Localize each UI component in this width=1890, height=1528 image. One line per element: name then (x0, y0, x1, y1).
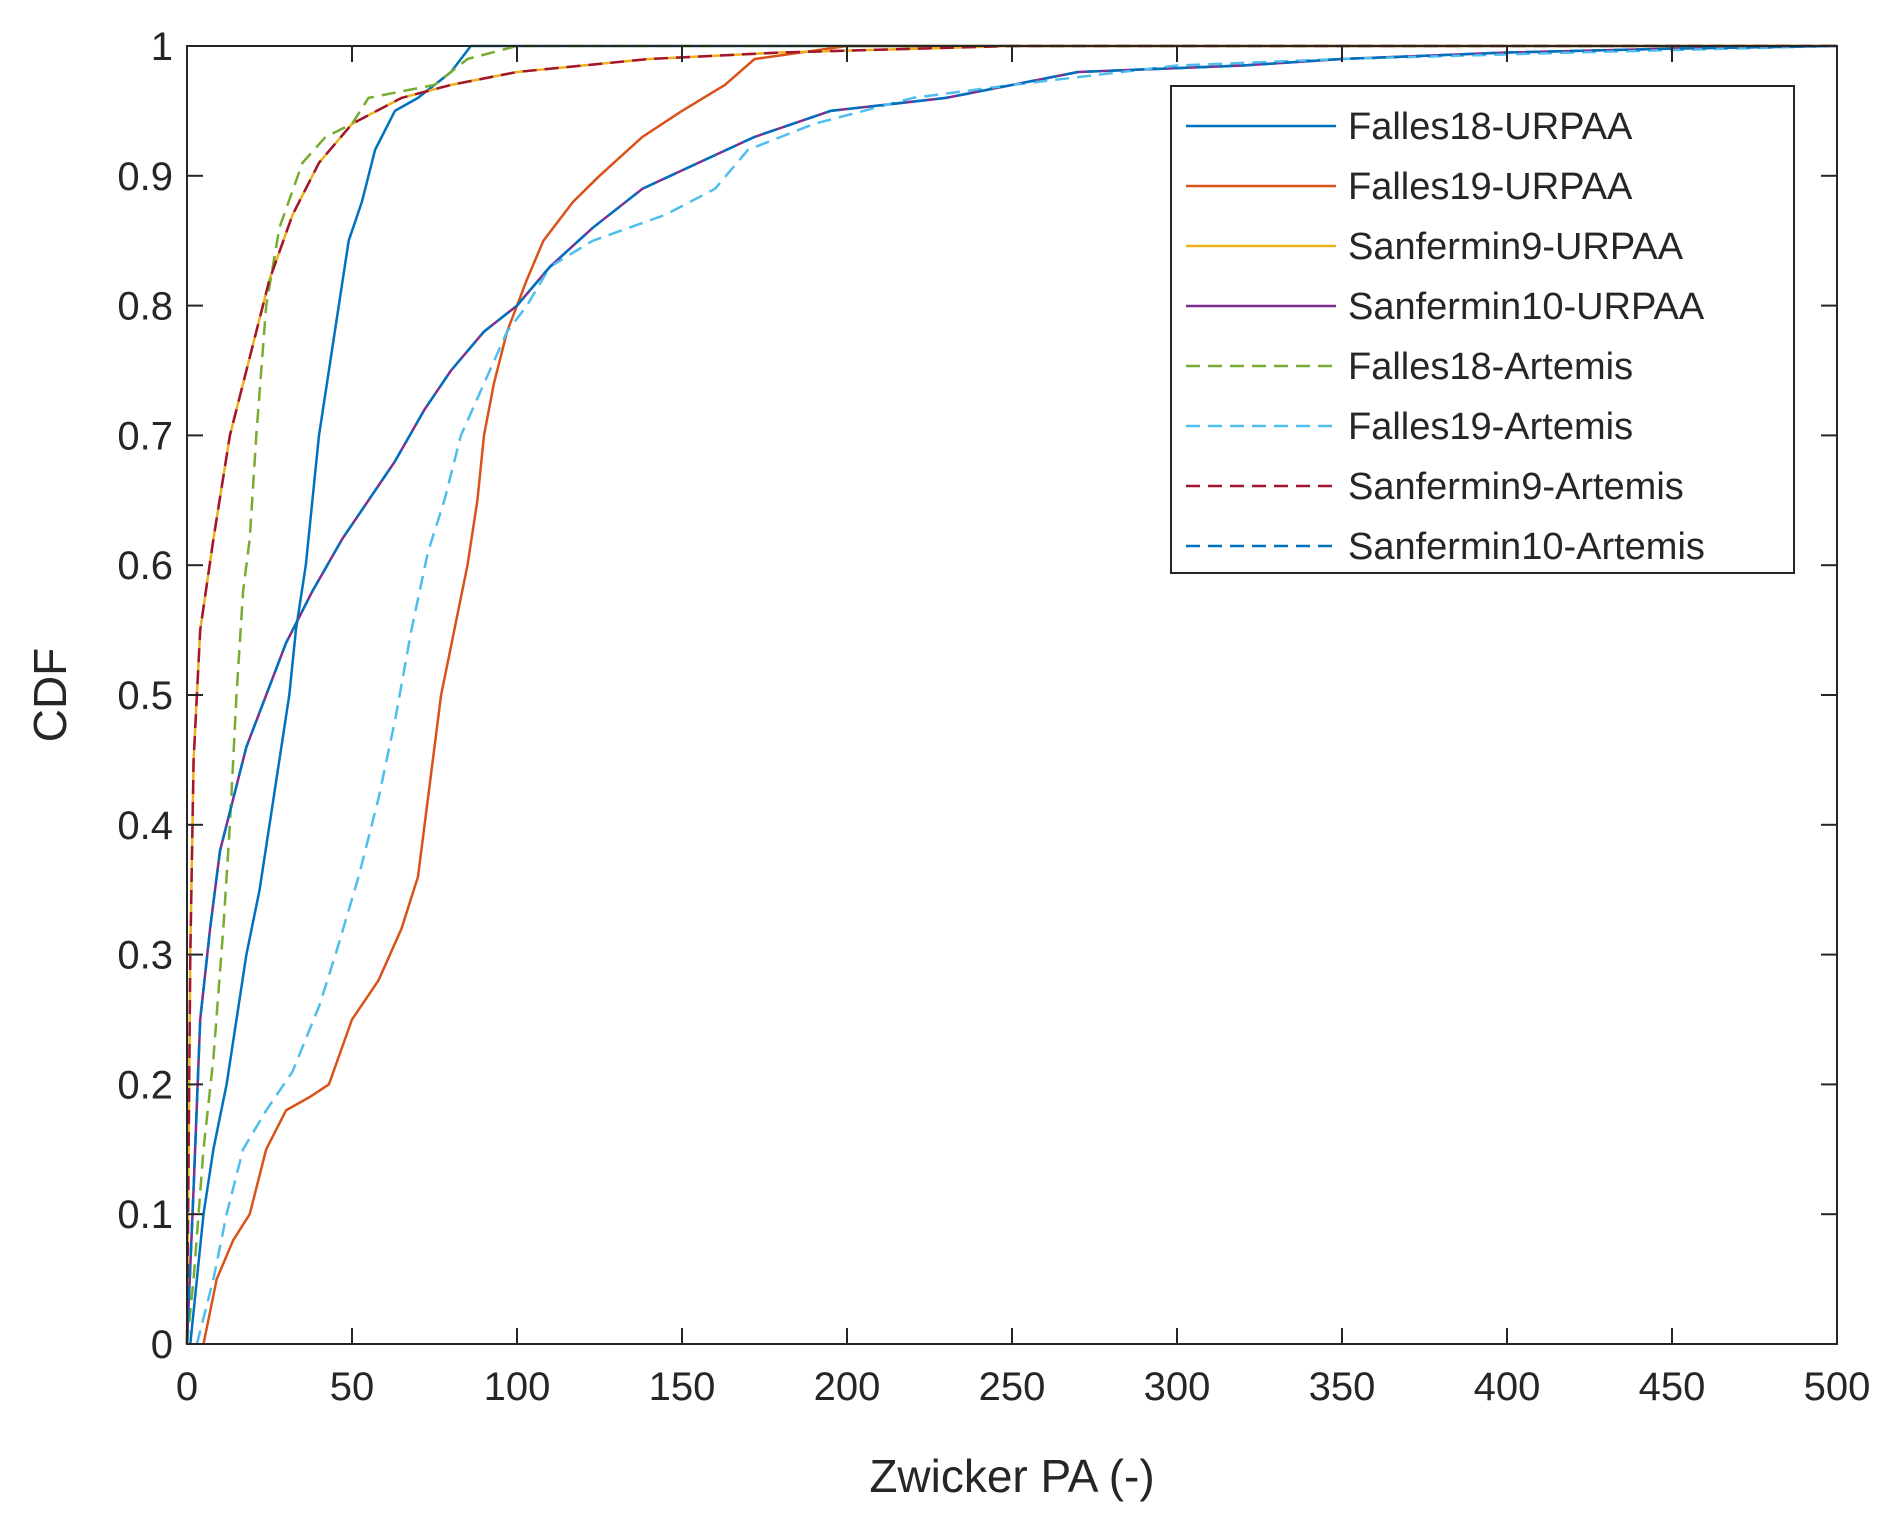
y-tick-label: 0.7 (117, 414, 173, 458)
series-line-1 (202, 44, 1837, 1345)
x-tick-label: 100 (484, 1365, 551, 1409)
legend-label-3: Sanfermin10-URPAA (1348, 286, 1705, 328)
tick-layer: 0 50 100 150 200 250 300 350 400 450 500 0 0.1 0.2 0.3… (117, 25, 1870, 1409)
legend-label-2: Sanfermin9-URPAA (1348, 226, 1684, 268)
series-line-6 (185, 44, 1837, 1345)
series-line-5 (195, 44, 1838, 1345)
series-line-0 (189, 44, 1837, 1345)
x-tick-label: 50 (330, 1365, 375, 1409)
y-tick-label: 0.1 (117, 1193, 173, 1237)
x-tick-label: 450 (1639, 1365, 1706, 1409)
legend-label-7: Sanfermin10-Artemis (1348, 526, 1705, 568)
x-tick-label: 500 (1804, 1365, 1871, 1409)
series-line-7 (185, 44, 1838, 1345)
legend-label-6: Sanfermin9-Artemis (1348, 466, 1684, 508)
y-tick-label: 1 (151, 25, 173, 69)
x-tick-label: 350 (1309, 1365, 1376, 1409)
legend-label-4: Falles18-Artemis (1348, 346, 1633, 388)
x-tick-label: 150 (649, 1365, 716, 1409)
x-tick-label: 300 (1144, 1365, 1211, 1409)
legend: Falles18-URPAA Falles19-URPAA Sanfermin9-U… (1170, 85, 1795, 574)
x-tick-label: 200 (814, 1365, 881, 1409)
y-tick-label: 0.5 (117, 674, 173, 718)
y-tick-label: 0.9 (117, 155, 173, 199)
legend-label-5: Falles19-Artemis (1348, 406, 1633, 448)
y-tick-label: 0 (151, 1323, 173, 1367)
legend-items: Falles18-URPAA Falles19-URPAA Sanfermin9-U… (1186, 106, 1705, 568)
y-tick-label: 0.8 (117, 285, 173, 329)
x-tick-label: 400 (1474, 1365, 1541, 1409)
legend-label-0: Falles18-URPAA (1348, 106, 1633, 148)
y-tick-label: 0.4 (117, 804, 173, 848)
y-tick-label: 0.2 (117, 1063, 173, 1107)
series-line-4 (185, 44, 1837, 1345)
y-tick-label: 0.6 (117, 544, 173, 588)
y-axis-label: CDF (24, 648, 76, 743)
x-axis-label: Zwicker PA (-) (869, 1450, 1154, 1502)
legend-box (1170, 85, 1795, 574)
y-tick-label: 0.3 (117, 934, 173, 978)
x-tick-label: 0 (176, 1365, 198, 1409)
x-tick-label: 250 (979, 1365, 1046, 1409)
legend-label-1: Falles19-URPAA (1348, 166, 1633, 208)
series-layer (185, 44, 1838, 1345)
